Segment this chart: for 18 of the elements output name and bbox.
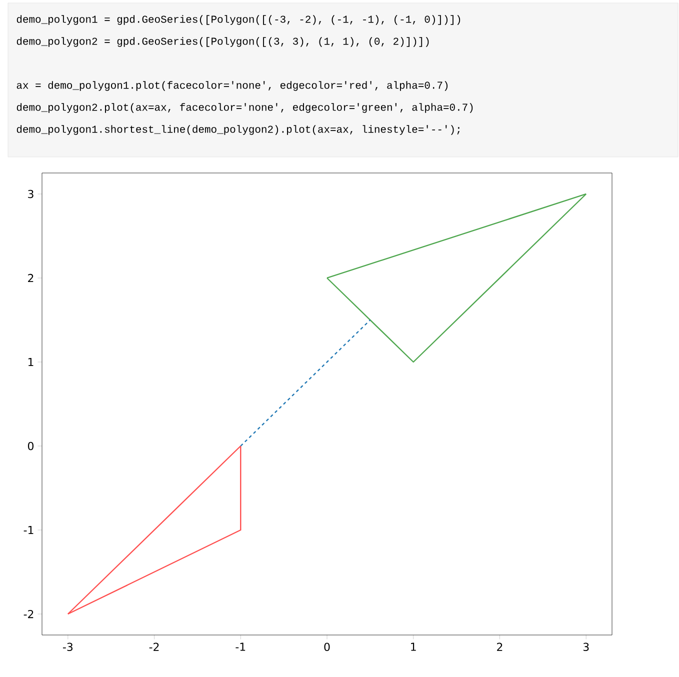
y-tick-label: 1 xyxy=(28,358,34,366)
y-tick-label: 2 xyxy=(28,274,34,282)
text: demo_polygon2.plot(ax=ax, facecolor='none', edgecolor='green', alpha=0.7) xyxy=(16,103,473,113)
x-tick-label: 2 xyxy=(497,642,502,651)
x-tick-label: -1 xyxy=(236,642,246,651)
y-tick-label: -2 xyxy=(24,610,34,618)
text: demo_polygon1 = gpd.GeoSeries([Polygon([(-3, -2), (-1, -1), (-1, 0)])]) xyxy=(16,15,460,25)
x-tick-label: -3 xyxy=(62,642,72,652)
x-tick-label: 1 xyxy=(411,642,416,651)
y-tick-label: -1 xyxy=(24,526,34,534)
x-tick-label: 3 xyxy=(583,642,589,652)
y-tick-label: 0 xyxy=(28,442,34,450)
y-tick-label: 3 xyxy=(28,190,34,198)
text: demo_polygon1.shortest_line(demo_polygon2).plot(ax=ax, linestyle='--'); xyxy=(16,125,460,135)
text: demo_polygon2 = gpd.GeoSeries([Polygon([(3, 3), (1, 1), (0, 2)])]) xyxy=(16,37,429,47)
text: ax = demo_polygon1.plot(facecolor='none', edgecolor='red', alpha=0.7) xyxy=(16,81,448,91)
x-tick-label: 0 xyxy=(324,642,330,652)
x-tick-label: -2 xyxy=(149,642,159,651)
